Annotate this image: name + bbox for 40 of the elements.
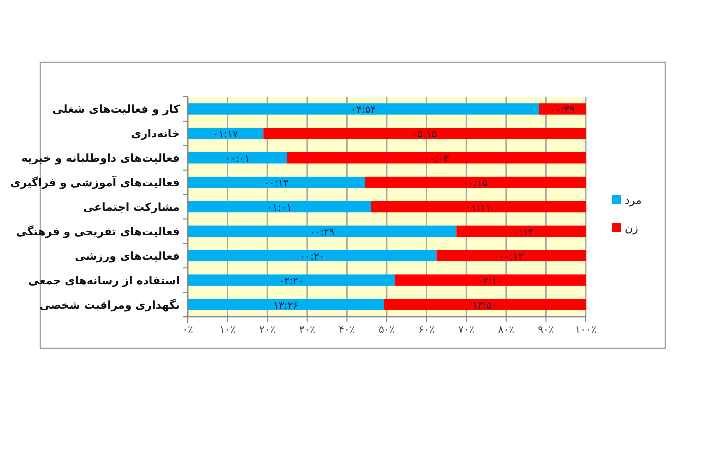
x-tick-label: ۴۰٪ [339,325,356,336]
y-tick-label: کار و فعالیت‌های شغلی [52,103,181,116]
x-tick-label: ۳۰٪ [299,325,316,336]
x-tick-label: ۸۰٪ [498,325,514,336]
x-tick-label: ۱۰۰٪ [575,325,597,336]
annotation: ۱۳:۵۰ [472,300,498,312]
y-tick-label: فعالیت‌های ورزشی [75,250,180,263]
x-tick-label: ۵۰٪ [378,325,396,336]
annotation: ۰۲:۲۰ [279,276,304,288]
y-tick-label: فعالیت‌های داوطلبانه و خیریه [21,152,180,166]
annotation: ۰۵:۱۵ [412,130,438,141]
x-tick-label: ۷۰٪ [458,325,475,336]
annotation: ۰۱:۰۱ [267,203,292,214]
annotation: ۰۰:۱۴ [508,227,534,238]
y-tick-label: فعالیت‌های تفریحی و فرهنگی [16,225,180,238]
annotation: ۰۰:۱۵ [463,178,488,190]
x-tick-label: ۹۰٪ [538,325,554,336]
legend-label: مرد [625,194,642,207]
y-tick-label: مشارکت اجتماعی [83,201,180,214]
annotation: ۰۰:۱۲ [498,252,524,263]
y-tick-label: فعالیت‌های آموزشی و فراگیری [10,176,180,190]
annotation: ۰۱:۱۱ [466,203,491,214]
y-tick-label: نگهداری ومراقبت شخصی [40,298,180,312]
y-tick-label: استفاده از رسانه‌های جمعی [28,274,180,288]
annotation: ۰۰:۰۱ [225,154,250,166]
annotation: ۰۴:۵۴ [351,105,376,116]
annotation: ۰۰:۲۰ [300,252,325,263]
annotation: ۰۲:۱۰ [478,276,503,288]
annotation: ۰۰:۱۲ [264,178,289,190]
annotation: ۰۱:۱۷ [213,130,238,141]
x-tick-label: ۲۰٪ [260,325,276,336]
x-tick-label: ۱۰٪ [220,325,236,336]
x-tick-label: ۶۰٪ [418,325,435,336]
y-tick-label: خانه‌داری [131,128,180,141]
x-tick-label: ۰٪ [182,325,194,336]
annotation: ۰۰:۰۳ [424,154,450,166]
legend-label: زن [625,222,638,235]
annotation: ۱۳:۲۶ [274,300,299,312]
annotation: ۰۰:۳۹ [550,105,576,116]
annotation: ۰۰:۲۹ [310,227,335,238]
